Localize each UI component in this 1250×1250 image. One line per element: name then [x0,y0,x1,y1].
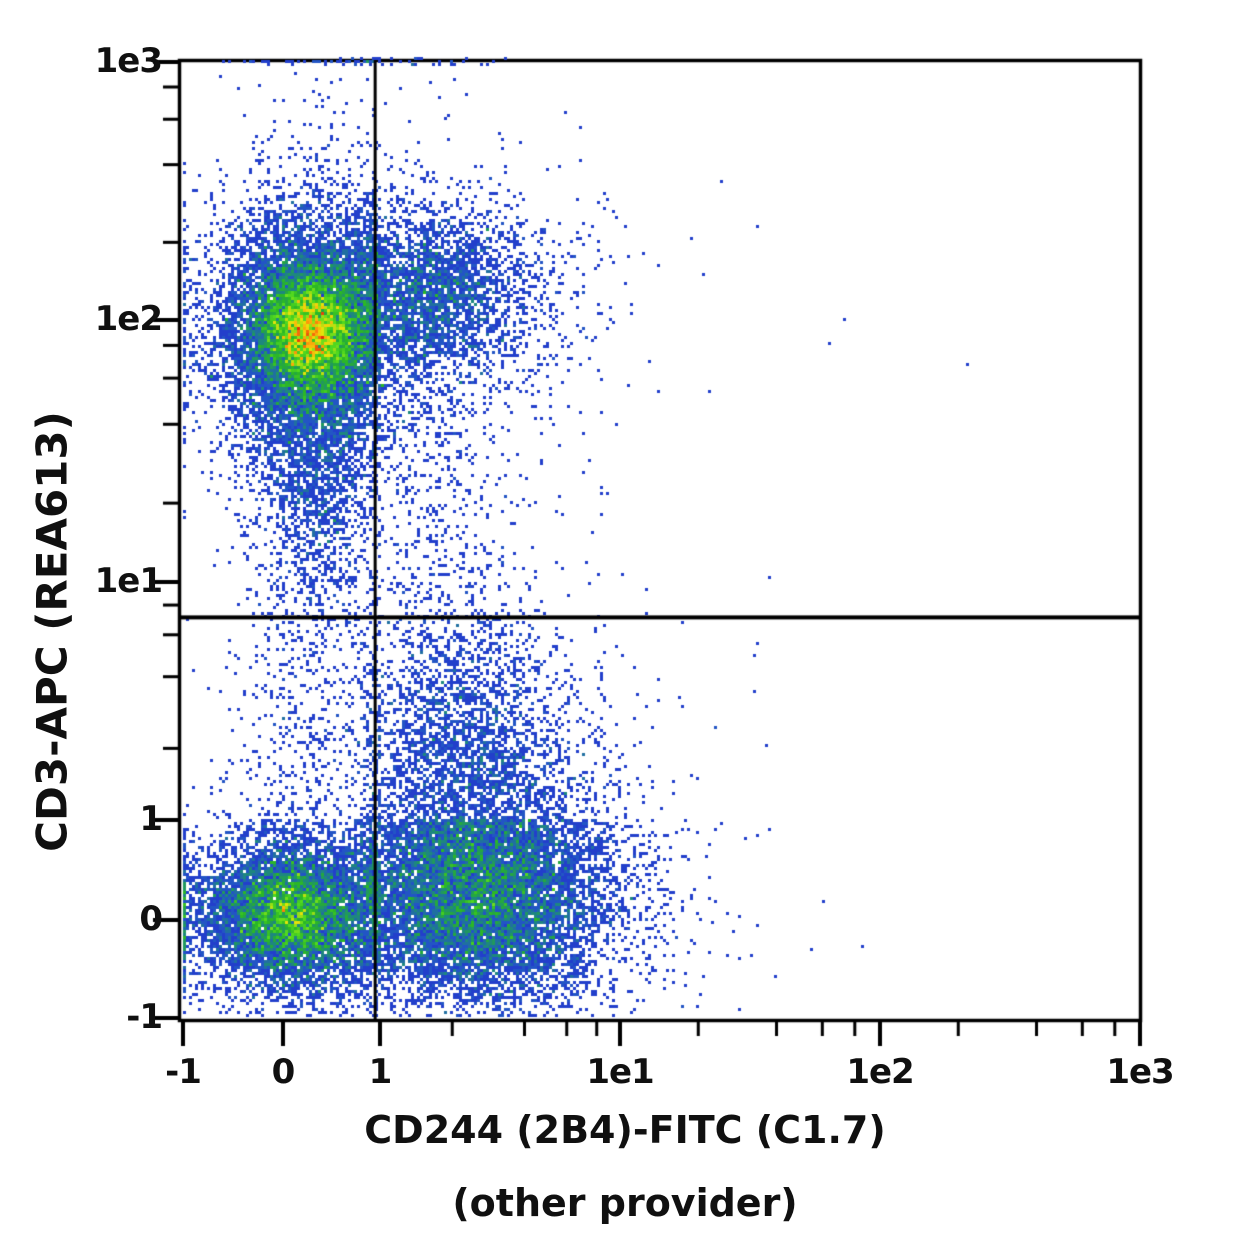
density-scatter-canvas [0,0,1250,1250]
flow-cytometry-plot: CD3-APC (REA613) CD244 (2B4)-FITC (C1.7)… [0,0,1250,1250]
